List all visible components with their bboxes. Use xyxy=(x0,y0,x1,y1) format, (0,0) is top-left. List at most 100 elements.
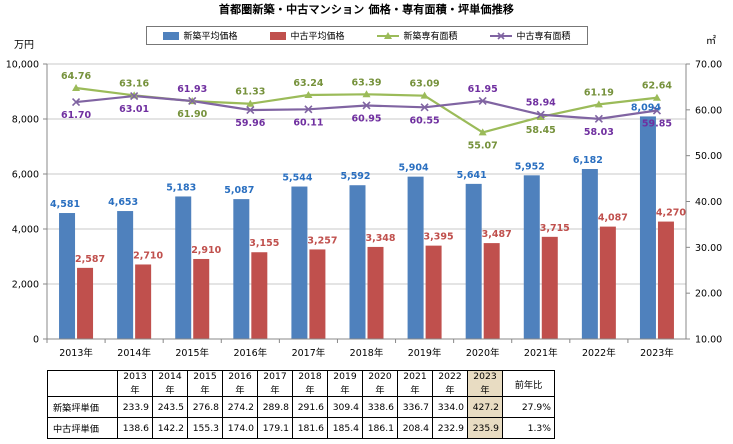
marker-used-area xyxy=(362,101,371,110)
legend-label-used-price: 中古平均価格 xyxy=(290,32,345,42)
x-tick-label: 2021年 xyxy=(524,347,558,359)
x-tick-label: 2019年 xyxy=(408,347,442,359)
marker-new-area xyxy=(478,128,487,136)
table-cell: 155.3 xyxy=(187,417,223,439)
data-label-used-area: 59.96 xyxy=(235,118,265,129)
data-label-new-area: 58.45 xyxy=(526,125,556,136)
data-label-used-price: 3,487 xyxy=(482,229,512,240)
table-cell: 208.4 xyxy=(397,417,433,439)
data-label-new-price: 5,641 xyxy=(457,170,487,181)
legend-swatch-used-price xyxy=(270,31,287,40)
y-right-tick-label: 50.00 xyxy=(695,151,722,162)
series-lines xyxy=(71,84,662,136)
data-label-new-area: 63.09 xyxy=(410,79,440,90)
bars xyxy=(59,116,674,339)
data-label-new-area: 55.07 xyxy=(468,140,498,151)
marker-used-area xyxy=(478,96,487,105)
table-cell: 233.9 xyxy=(117,396,153,418)
bar-used-price xyxy=(77,267,94,339)
table-row-label: 中古坪単価 xyxy=(47,417,118,439)
table-cell: 142.2 xyxy=(152,417,188,439)
data-label-used-area: 58.03 xyxy=(584,127,614,138)
bar-used-price xyxy=(251,252,268,339)
data-label-used-price: 3,257 xyxy=(307,235,337,246)
data-label-new-price: 8,094 xyxy=(631,102,661,113)
marker-new-area xyxy=(130,91,139,99)
table-cell: 179.1 xyxy=(257,417,293,439)
data-label-used-price: 3,348 xyxy=(365,233,395,244)
data-label-used-price: 4,087 xyxy=(598,213,628,224)
table-cell: 181.6 xyxy=(292,417,328,439)
legend-swatch-new-area xyxy=(377,31,400,39)
y-left-tick-label: 10,000 xyxy=(6,60,39,71)
data-label-used-area: 61.70 xyxy=(61,110,91,121)
table-cell: 289.8 xyxy=(257,396,293,418)
data-label-new-area: 61.33 xyxy=(235,87,265,98)
table-cell: 276.8 xyxy=(187,396,223,418)
data-label-used-area: 61.95 xyxy=(468,84,498,95)
marker-used-area xyxy=(652,106,662,115)
y-right-unit: ㎡ xyxy=(706,35,716,47)
bar-used-price xyxy=(541,236,558,339)
marker-used-area xyxy=(420,103,429,112)
bar-new-price xyxy=(59,213,76,339)
data-label-new-price: 4,581 xyxy=(50,199,80,210)
marker-new-area xyxy=(304,90,313,98)
x-tick-label: 2018年 xyxy=(350,347,384,359)
table-cell: 309.4 xyxy=(327,396,363,418)
data-label-new-price: 5,592 xyxy=(340,171,370,182)
data-label-new-area: 63.24 xyxy=(293,78,323,89)
bar-used-price xyxy=(483,243,500,339)
table-cell: 174.0 xyxy=(222,417,258,439)
y-left-tick-label: 4,000 xyxy=(12,225,39,236)
legend-swatch-new-price xyxy=(163,31,180,40)
table-year-header: 2018年 xyxy=(292,370,328,397)
legend-label-new-price: 新築平均価格 xyxy=(183,32,238,42)
data-label-used-price: 3,715 xyxy=(540,223,570,234)
table-year-header: 2022年 xyxy=(432,370,468,397)
y-right-tick-label: 70.00 xyxy=(695,60,722,71)
table-cell: 138.6 xyxy=(117,417,153,439)
bar-used-price xyxy=(309,249,326,339)
bar-new-price xyxy=(407,176,424,339)
bar-new-price xyxy=(175,196,192,339)
marker-used-area xyxy=(246,105,255,115)
table-year-header: 2023年 xyxy=(467,370,503,397)
bar-new-price xyxy=(523,175,540,339)
y-right-tick-label: 20.00 xyxy=(695,289,722,300)
marker-used-area xyxy=(71,97,81,107)
data-label-used-area: 60.55 xyxy=(410,115,440,126)
data-label-used-price: 3,395 xyxy=(424,232,454,243)
data-label-used-price: 3,155 xyxy=(249,238,279,249)
table-row-label: 新築坪単価 xyxy=(47,396,118,418)
legend-item-new-price: 新築平均価格 xyxy=(163,29,238,42)
table-yoy-cell: 1.3% xyxy=(502,417,555,439)
bar-used-price xyxy=(657,221,674,339)
table-year-header: 2019年 xyxy=(327,370,363,397)
data-label-new-price: 4,653 xyxy=(108,197,138,208)
data-label-used-area: 60.95 xyxy=(351,113,381,124)
chart-plot: 0 2,000 4,000 6,000 8,000 10,000 10.00 20.00 30.… xyxy=(6,35,722,359)
data-label-used-area: 60.11 xyxy=(293,117,323,128)
table-year-header: 2017年 xyxy=(257,370,293,397)
bar-used-price xyxy=(193,258,210,339)
bar-new-price xyxy=(233,199,250,339)
y-right-tick-label: 40.00 xyxy=(695,197,722,208)
table-cell: 274.2 xyxy=(222,396,258,418)
legend: 新築平均価格 中古平均価格 新築専有面積 中古専有面積 xyxy=(146,26,588,45)
marker-new-area xyxy=(652,93,661,101)
table-cell: 427.2 xyxy=(467,396,503,418)
legend-item-new-area: 新築専有面積 xyxy=(377,29,458,42)
x-tick-label: 2022年 xyxy=(582,347,616,359)
table-cell: 338.6 xyxy=(362,396,398,418)
legend-swatch-used-area xyxy=(490,31,513,40)
table-year-header: 2015年 xyxy=(187,370,223,397)
table-cell: 334.0 xyxy=(432,396,468,418)
table-header-row: 2013年 2014年 2015年 2016年 2017年 2018年 2019年 2020年… xyxy=(47,370,555,397)
table-yoy-header: 前年比 xyxy=(502,370,555,397)
y-right-tick-label: 10.00 xyxy=(695,335,722,346)
data-label-new-area: 63.16 xyxy=(119,78,149,89)
y-right-tick-label: 30.00 xyxy=(695,243,722,254)
y-left-tick-label: 2,000 xyxy=(12,280,39,291)
bar-new-price xyxy=(349,185,366,339)
